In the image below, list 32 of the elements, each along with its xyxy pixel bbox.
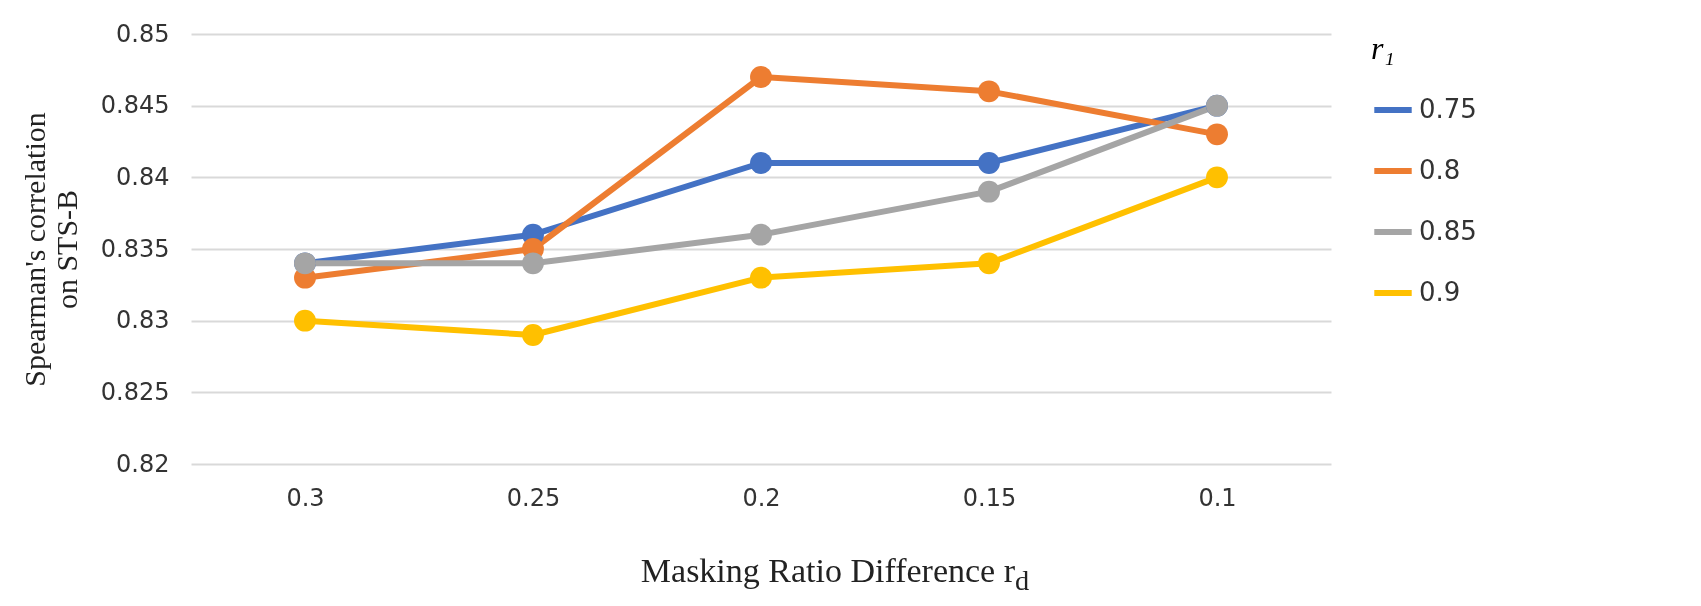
x-tick-label: 0.15 (962, 483, 1017, 512)
point (750, 266, 772, 289)
legend-title: r₁ (1371, 30, 1395, 66)
legend-label: 0.85 (1419, 216, 1477, 246)
point (978, 152, 1000, 174)
point (522, 324, 544, 346)
point (750, 223, 772, 246)
y-tick-label: 0.84 (116, 162, 170, 191)
point (1206, 123, 1228, 146)
legend-label: 0.75 (1419, 94, 1477, 124)
point (978, 252, 1000, 275)
y-tick-label: 0.825 (100, 377, 170, 406)
x-tick-label: 0.1 (1198, 483, 1237, 512)
y-axis-title: Spearman's correlation on STS-B (17, 112, 83, 387)
x-axis-title: Masking Ratio Difference r$_{d}$ (639, 552, 1031, 597)
y-tick-label: 0.83 (116, 306, 170, 335)
y-tick-label: 0.85 (116, 19, 170, 48)
x-tick-label: 0.25 (506, 483, 561, 512)
y-tick-label: 0.835 (100, 234, 170, 263)
x-tick-label: 0.3 (286, 483, 325, 512)
legend-label: 0.8 (1419, 155, 1461, 185)
point (978, 180, 1000, 203)
point (1206, 166, 1228, 189)
x-tick-label: 0.2 (742, 483, 781, 512)
point (750, 66, 772, 88)
point (750, 152, 772, 174)
y-tick-label: 0.82 (116, 449, 170, 478)
point (978, 80, 1000, 103)
point (294, 309, 316, 332)
legend-label: 0.9 (1419, 277, 1461, 307)
point (522, 252, 544, 275)
y-tick-label: 0.845 (100, 91, 170, 120)
